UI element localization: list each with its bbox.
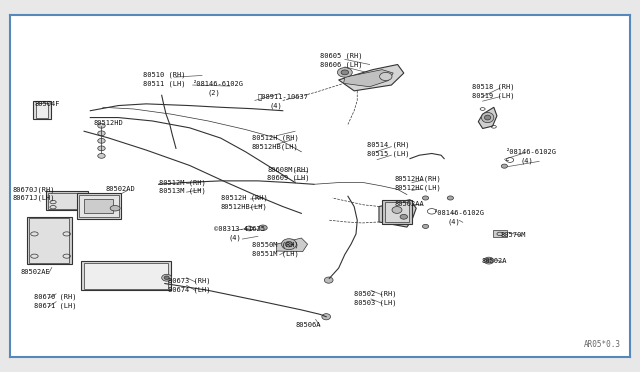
Text: (4): (4) (520, 157, 533, 164)
Ellipse shape (484, 115, 491, 120)
Text: 80504F: 80504F (35, 101, 60, 107)
Text: 80515 (LH): 80515 (LH) (367, 150, 409, 157)
Text: 80671J(LH): 80671J(LH) (13, 195, 55, 201)
Ellipse shape (380, 73, 392, 81)
Polygon shape (276, 238, 308, 252)
Ellipse shape (98, 124, 105, 128)
Bar (45, 191, 88, 210)
Ellipse shape (98, 138, 105, 143)
Text: 80506A: 80506A (295, 322, 321, 328)
Bar (81, 261, 171, 291)
Ellipse shape (98, 131, 105, 136)
Ellipse shape (110, 205, 120, 211)
Text: 80502AD: 80502AD (106, 186, 136, 192)
Text: 80512HB(LH): 80512HB(LH) (221, 203, 268, 210)
Text: 80551M (LH): 80551M (LH) (252, 250, 298, 257)
Ellipse shape (164, 276, 169, 279)
Bar (36, 103, 48, 118)
Ellipse shape (481, 112, 494, 123)
Text: 80503 (LH): 80503 (LH) (354, 299, 397, 306)
Ellipse shape (422, 196, 429, 200)
Ellipse shape (282, 239, 296, 250)
Bar (84, 263, 168, 289)
Text: ©08313-41625: ©08313-41625 (214, 227, 266, 232)
Text: 80550M (RH): 80550M (RH) (252, 242, 298, 248)
Text: 80570M: 80570M (500, 232, 525, 238)
Text: 80606 (LH): 80606 (LH) (320, 61, 362, 68)
Text: 80512M (RH): 80512M (RH) (159, 179, 205, 186)
Text: 80670 (RH): 80670 (RH) (35, 294, 77, 301)
Ellipse shape (400, 214, 408, 219)
Bar (493, 231, 507, 237)
Bar (385, 202, 410, 222)
Ellipse shape (447, 196, 454, 200)
Ellipse shape (341, 70, 349, 75)
Ellipse shape (484, 257, 494, 264)
Ellipse shape (422, 224, 429, 228)
Ellipse shape (285, 241, 292, 247)
Bar (33, 102, 51, 119)
Text: 80502 (RH): 80502 (RH) (354, 291, 397, 297)
Text: 80605 (RH): 80605 (RH) (320, 53, 362, 59)
Bar (382, 201, 412, 224)
Text: ²08146-6102G: ²08146-6102G (434, 210, 484, 216)
Bar (29, 218, 69, 263)
Text: (2): (2) (207, 89, 220, 96)
Text: 80512HA(RH): 80512HA(RH) (394, 176, 441, 182)
Ellipse shape (98, 146, 105, 151)
Text: 80609 (LH): 80609 (LH) (268, 175, 310, 182)
Polygon shape (339, 64, 404, 91)
Text: 80670J(RH): 80670J(RH) (13, 186, 55, 193)
Text: 80673 (RH): 80673 (RH) (168, 278, 211, 284)
Ellipse shape (486, 259, 492, 262)
Text: 80502AE: 80502AE (20, 269, 51, 275)
Ellipse shape (259, 225, 268, 231)
Text: AR05*0.3: AR05*0.3 (584, 340, 621, 349)
Text: (4): (4) (448, 218, 461, 224)
Text: (4): (4) (269, 102, 282, 109)
Text: ²08146-6102G: ²08146-6102G (506, 149, 557, 155)
Ellipse shape (392, 206, 402, 214)
Text: 80512HC(LH): 80512HC(LH) (394, 185, 441, 191)
Text: 80502A: 80502A (481, 258, 507, 264)
Text: 80518 (RH): 80518 (RH) (472, 83, 515, 90)
Polygon shape (379, 200, 416, 227)
Ellipse shape (322, 314, 330, 320)
Text: ²08146-6102G: ²08146-6102G (193, 81, 244, 87)
Text: 80512HD: 80512HD (93, 120, 123, 126)
Text: 80502AA: 80502AA (394, 201, 424, 207)
Text: 80514 (RH): 80514 (RH) (367, 142, 409, 148)
Text: 80512H (RH): 80512H (RH) (221, 195, 268, 201)
Bar (48, 192, 85, 209)
Text: 80512H (RH): 80512H (RH) (252, 135, 298, 141)
Text: 80608M(RH): 80608M(RH) (268, 166, 310, 173)
Ellipse shape (324, 277, 333, 283)
Bar (77, 193, 122, 218)
Text: 80511 (LH): 80511 (LH) (143, 81, 186, 87)
Polygon shape (344, 70, 393, 87)
Text: 80513M (LH): 80513M (LH) (159, 188, 205, 195)
Text: 80512HB(LH): 80512HB(LH) (252, 143, 298, 150)
Text: 80519 (LH): 80519 (LH) (472, 92, 515, 99)
Bar (27, 217, 72, 264)
Text: 80510 (RH): 80510 (RH) (143, 71, 186, 78)
Text: (4): (4) (228, 235, 241, 241)
Bar (84, 199, 113, 214)
Ellipse shape (162, 274, 172, 281)
Ellipse shape (501, 164, 508, 168)
Text: ⓝ08911-10637: ⓝ08911-10637 (258, 94, 309, 100)
Bar (79, 195, 119, 217)
Text: 80671 (LH): 80671 (LH) (35, 302, 77, 309)
Ellipse shape (337, 68, 352, 77)
Polygon shape (478, 107, 497, 128)
Ellipse shape (98, 154, 105, 158)
Text: 80674 (LH): 80674 (LH) (168, 286, 211, 293)
